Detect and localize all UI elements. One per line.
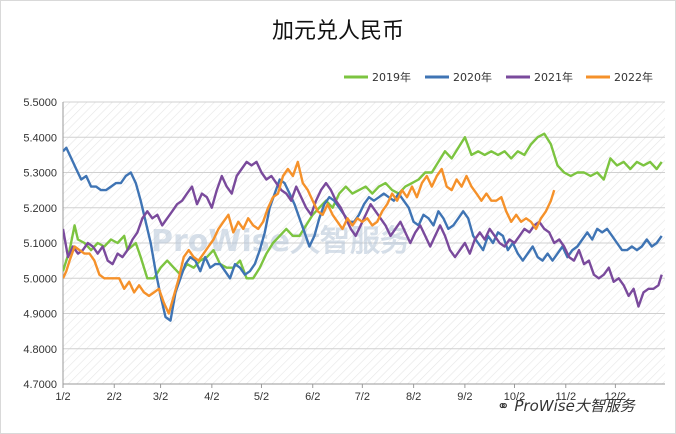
x-tick-label: 12/2: [605, 391, 626, 403]
series-lines: [63, 132, 663, 322]
legend-label: 2022年: [614, 70, 653, 84]
x-tick-label: 11/2: [555, 391, 576, 403]
wechat-icon: ⚭: [497, 397, 510, 415]
watermark-text: ProWise大智服务: [151, 224, 410, 259]
x-axis: 1/2 2/2 3/2 4/2 5/2 6/2 7/2 8/2 9/2 10/2 11/2 12/2: [55, 384, 626, 403]
x-tick-label: 4/2: [204, 391, 219, 403]
y-axis: 4.7000 4.8000 4.9000 5.0000 5.1000 5.2000 5.30…: [23, 97, 57, 391]
x-tick-label: 7/2: [355, 391, 370, 403]
y-tick-label: 5.1000: [23, 238, 57, 250]
x-tick-label: 8/2: [406, 391, 421, 403]
y-tick-label: 5.3000: [23, 168, 57, 180]
watermark-label: ProWise大智服务: [514, 397, 635, 415]
x-tick-label: 2/2: [107, 391, 122, 403]
legend-label: 2019年: [372, 70, 411, 84]
y-tick-label: 4.8000: [23, 344, 57, 356]
y-tick-label: 4.7000: [23, 379, 57, 391]
watermark-logo: ⚭ ProWise大智服务: [497, 395, 635, 416]
y-tick-label: 5.4000: [23, 132, 57, 144]
x-tick-label: 5/2: [254, 391, 269, 403]
x-tick-label: 6/2: [305, 391, 320, 403]
chart-title: 加元兑人民币: [271, 19, 404, 44]
y-tick-label: 4.9000: [23, 309, 57, 321]
x-tick-label: 1/2: [55, 391, 70, 403]
legend: 2019年 2020年 2021年 2022年: [344, 70, 653, 84]
y-tick-label: 5.2000: [23, 203, 57, 215]
y-tick-label: 5.5000: [23, 97, 57, 109]
legend-label: 2021年: [534, 70, 573, 84]
x-tick-label: 10/2: [504, 391, 525, 403]
x-tick-label: 9/2: [457, 391, 472, 403]
x-tick-label: 3/2: [153, 391, 168, 403]
series-line-2022年: [63, 160, 556, 315]
y-tick-label: 5.0000: [23, 273, 57, 285]
legend-label: 2020年: [453, 70, 492, 84]
